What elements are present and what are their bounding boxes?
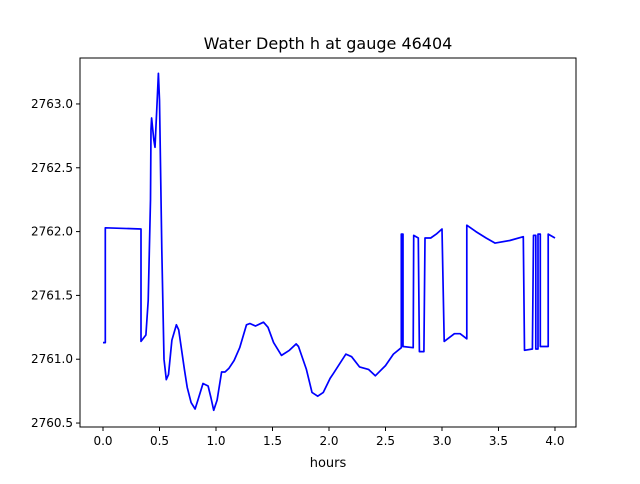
y-tick-label: 2762.0 [31, 225, 73, 239]
y-tick-label: 2760.5 [31, 416, 73, 430]
axes-frame [79, 57, 577, 428]
x-tick-label: 1.5 [263, 434, 282, 448]
x-tick-label: 2.5 [376, 434, 395, 448]
y-tick-label: 2761.0 [31, 352, 73, 366]
series-line-h [103, 72, 556, 412]
x-tick-label: 0.5 [150, 434, 169, 448]
y-tick-label: 2763.0 [31, 97, 73, 111]
x-axis-label: hours [310, 456, 347, 471]
x-tick-label: 4.0 [545, 434, 564, 448]
x-tick-label: 0.0 [93, 434, 112, 448]
y-axis: 2760.5 2761.0 2761.5 2762.0 2762.5 2763.0 [31, 97, 80, 430]
y-tick-label: 2761.5 [31, 288, 73, 302]
x-tick-label: 3.5 [489, 434, 508, 448]
x-axis: 0.0 0.5 1.0 1.5 2.0 2.5 3.0 3.5 4.0 [93, 427, 565, 448]
x-tick-label: 1.0 [206, 434, 225, 448]
y-tick-label: 2762.5 [31, 161, 73, 175]
chart-title: Water Depth h at gauge 46404 [204, 34, 453, 53]
plot-area [103, 72, 556, 412]
x-tick-label: 3.0 [432, 434, 451, 448]
x-tick-label: 2.0 [319, 434, 338, 448]
